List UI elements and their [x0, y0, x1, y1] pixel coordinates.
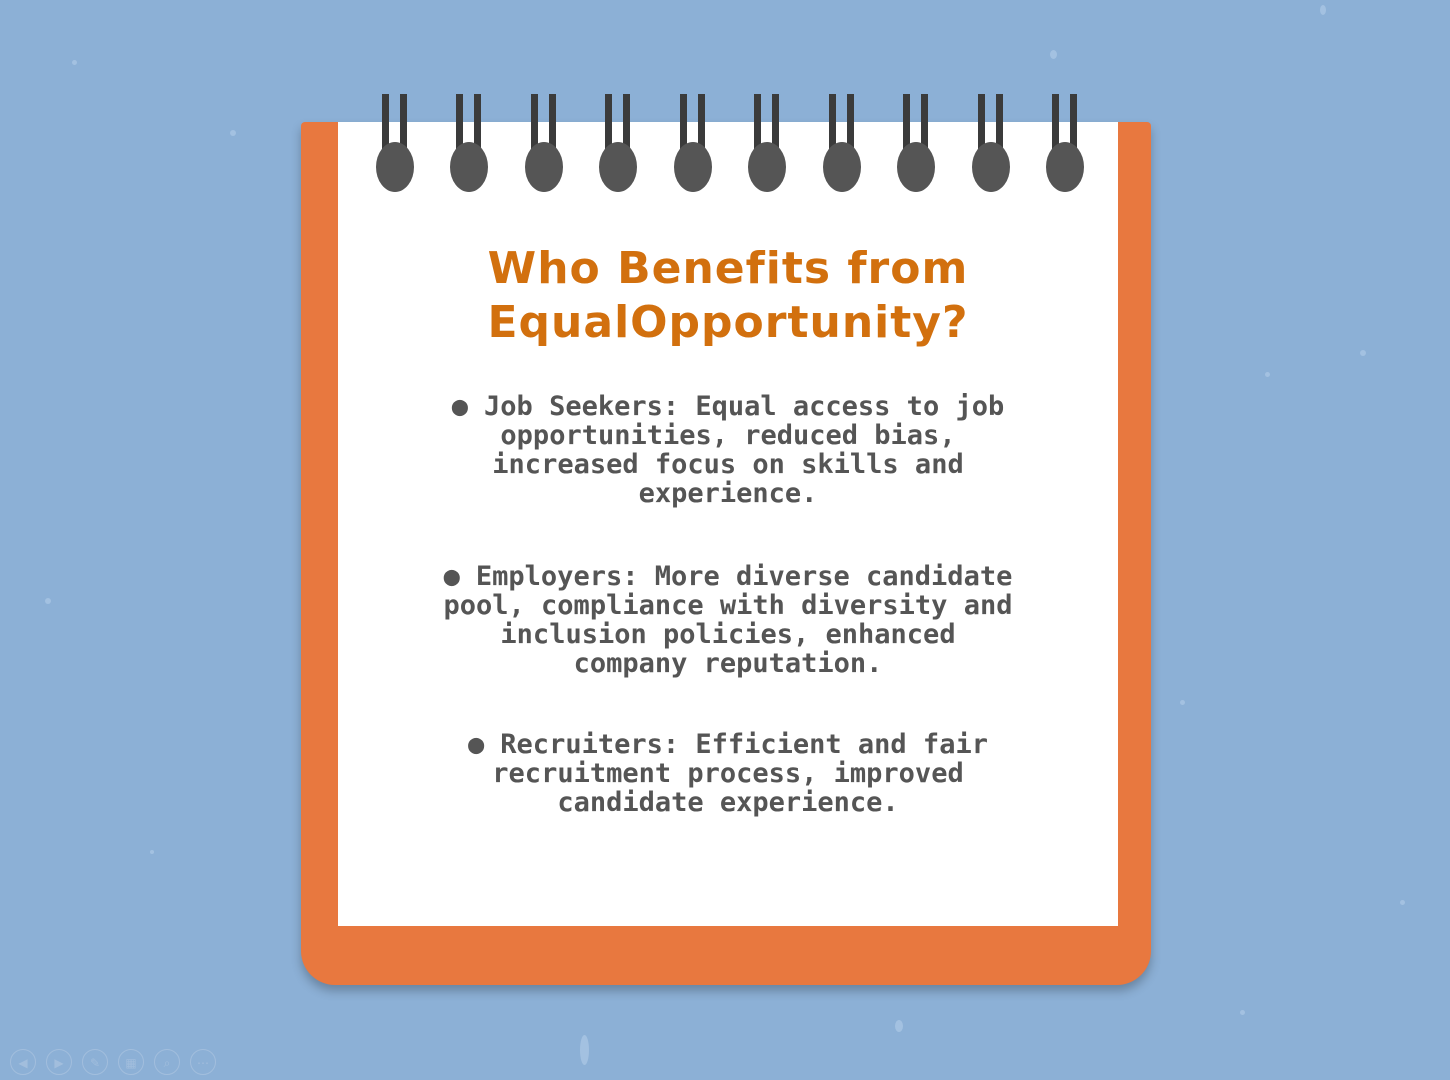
spiral-ring-icon: [449, 94, 489, 194]
background-speck: [1180, 700, 1185, 705]
background-speck: [1240, 1010, 1245, 1015]
background-speck: [230, 130, 236, 136]
background-speck: [1320, 5, 1326, 15]
slide-title: Who Benefits from EqualOpportunity?: [338, 242, 1118, 350]
background-speck: [1265, 372, 1270, 377]
spiral-ring-icon: [747, 94, 787, 194]
background-speck: [45, 598, 51, 604]
background-speck: [1050, 50, 1057, 59]
background-speck: [895, 1020, 903, 1032]
slide-title-line-2: EqualOpportunity?: [487, 297, 969, 348]
bullet-item-job-seekers: ● Job Seekers: Equal access to job opport…: [438, 392, 1018, 508]
spiral-ring-icon: [598, 94, 638, 194]
spiral-ring-icon: [1045, 94, 1085, 194]
background-speck: [72, 60, 77, 65]
spiral-ring-icon: [673, 94, 713, 194]
bullet-dot-icon: ●: [468, 729, 485, 760]
bullet-list: ● Job Seekers: Equal access to job opport…: [438, 392, 1018, 871]
bullet-text: Job Seekers: Equal access to job opportu…: [484, 391, 1005, 509]
slides-overview-icon[interactable]: ▦: [118, 1049, 144, 1075]
spiral-ring-icon: [822, 94, 862, 194]
presentation-controls: ◀ ▶ ✎ ▦ ⌕ ⋯: [10, 1049, 216, 1075]
bullet-dot-icon: ●: [443, 561, 460, 592]
notebook-page: Who Benefits from EqualOpportunity? ● Job…: [338, 94, 1118, 926]
spiral-ring-icon: [524, 94, 564, 194]
spiral-ring-icon: [971, 94, 1011, 194]
more-options-icon[interactable]: ⋯: [190, 1049, 216, 1075]
notebook-frame: Who Benefits from EqualOpportunity? ● Job…: [301, 94, 1151, 985]
bullet-item-recruiters: ● Recruiters: Efficient and fair recruitm…: [438, 730, 1018, 817]
bullet-dot-icon: ●: [451, 391, 469, 422]
spiral-ring-icon: [896, 94, 936, 194]
background-speck: [150, 850, 154, 854]
background-speck: [580, 1035, 589, 1065]
bullet-item-employers: ● Employers: More diverse candidate pool,…: [438, 562, 1018, 678]
spiral-ring-icon: [375, 94, 415, 194]
previous-slide-icon[interactable]: ◀: [10, 1049, 36, 1075]
pen-icon[interactable]: ✎: [82, 1049, 108, 1075]
background-speck: [1400, 900, 1405, 905]
background-speck: [1360, 350, 1366, 356]
bullet-text: Employers: More diverse candidate pool, …: [443, 561, 1013, 679]
next-slide-icon[interactable]: ▶: [46, 1049, 72, 1075]
slide-title-line-1: Who Benefits from: [487, 243, 969, 294]
zoom-icon[interactable]: ⌕: [154, 1049, 180, 1075]
bullet-text: Recruiters: Efficient and fair recruitme…: [492, 729, 988, 818]
